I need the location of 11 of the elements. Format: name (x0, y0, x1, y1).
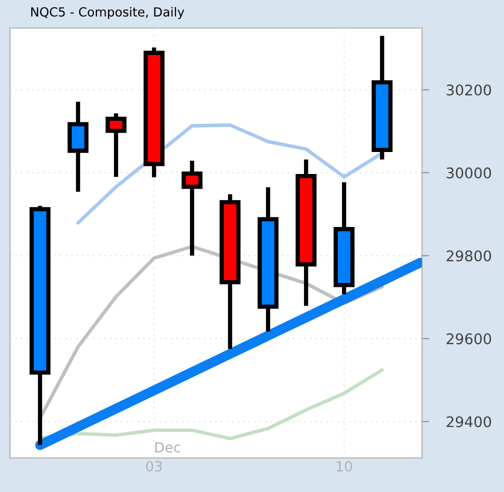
y-tick-label: 29800 (446, 250, 492, 262)
candlestick (182, 160, 202, 256)
chart-title: NQC5 - Composite, Daily (31, 6, 184, 20)
y-tick-label: 29600 (446, 333, 492, 344)
x-tick-label: 03 (146, 461, 162, 472)
y-tick-label: 30200 (446, 84, 492, 96)
annotation: Dec (155, 442, 180, 453)
candlestick (106, 113, 126, 177)
y-tick-label: 29400 (446, 416, 492, 428)
y-tick-label: 30000 (446, 167, 492, 178)
x-tick-label: 10 (336, 461, 352, 472)
